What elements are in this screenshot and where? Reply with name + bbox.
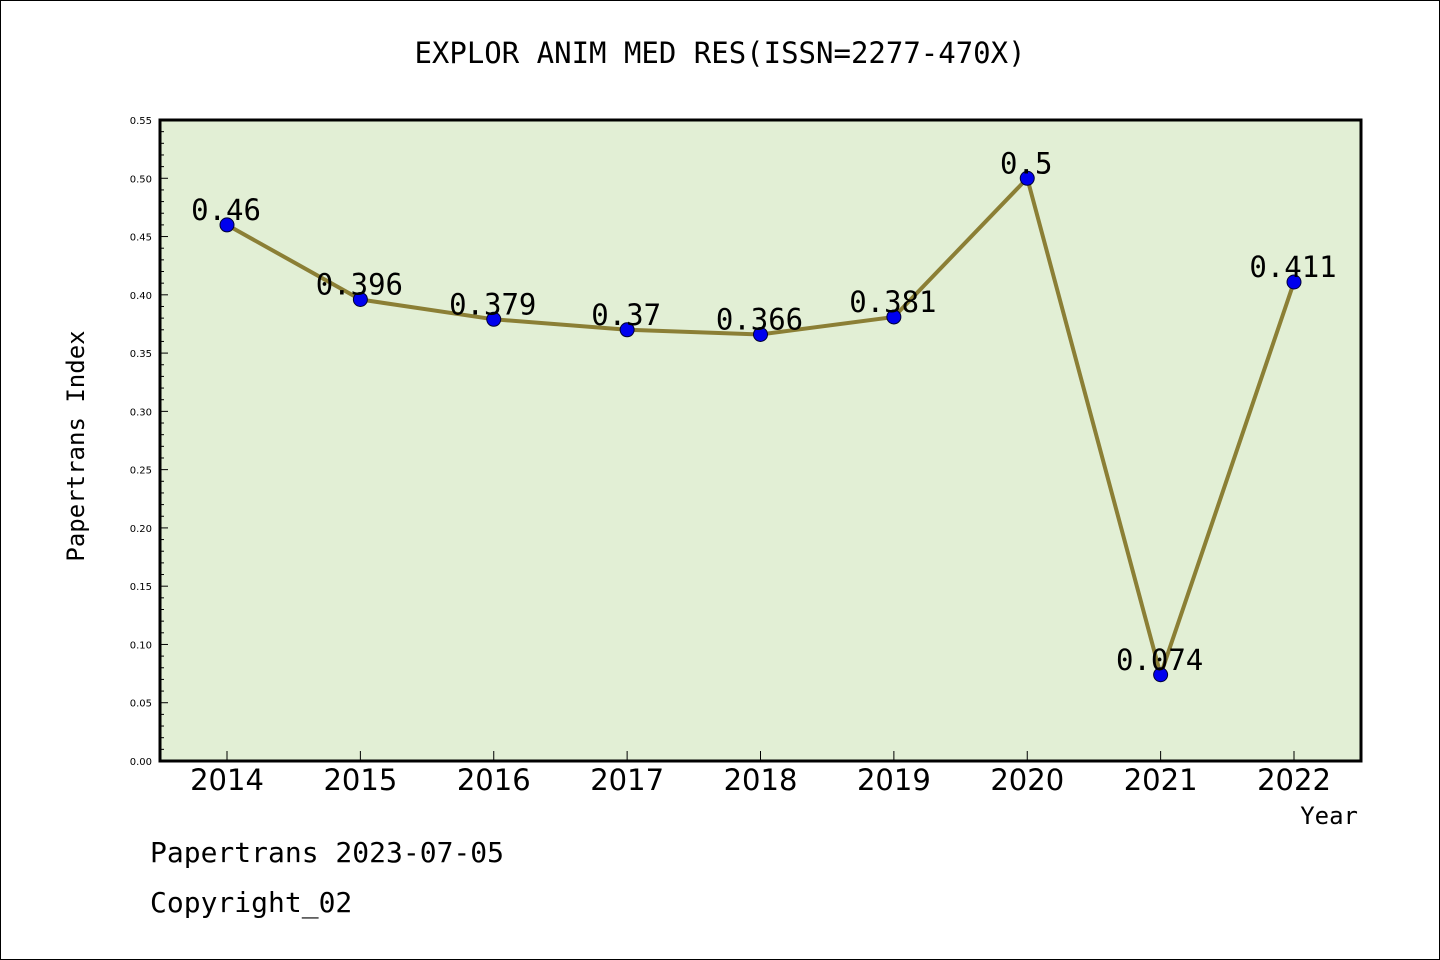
y-tick-label: 0.55 [130, 116, 152, 127]
data-point [1286, 274, 1302, 290]
y-tick-label: 0.50 [130, 174, 152, 185]
y-tick-label: 0.00 [130, 757, 152, 768]
y-tick-label: 0.45 [130, 233, 152, 244]
footer-date: Papertrans 2023-07-05 [150, 836, 505, 869]
data-label: 0.396 [316, 267, 403, 301]
y-tick-label: 0.35 [130, 349, 152, 360]
data-label: 0.379 [449, 287, 536, 321]
data-label: 0.411 [1249, 250, 1336, 284]
x-tick-label: 2017 [590, 763, 664, 797]
x-tick-label: 2014 [190, 763, 264, 797]
data-point [486, 311, 502, 327]
plot-border [158, 118, 1363, 763]
data-label: 0.074 [1116, 643, 1203, 677]
data-point [886, 309, 902, 325]
y-tick-label: 0.20 [130, 524, 152, 535]
data-labels: 0.46 0.396 0.379 0.37 0.366 0.381 0.5 0.074 0.41… [191, 146, 1337, 676]
footer-copyright: Copyright_02 [150, 886, 353, 919]
data-label: 0.366 [716, 302, 803, 336]
x-tick-label: 2021 [1124, 763, 1198, 797]
data-point [753, 326, 768, 342]
data-point [1153, 667, 1169, 683]
data-label: 0.46 [191, 193, 261, 227]
y-axis: 0.00 0.05 0.10 0.15 0.20 0.25 0.30 0.35 0.40 0.45… [130, 116, 168, 768]
plot-area [160, 120, 1361, 761]
data-point [619, 322, 635, 338]
data-point [219, 217, 235, 233]
chart-title: EXPLOR ANIM MED RES(ISSN=2277-470X) [414, 36, 1026, 70]
data-label: 0.37 [591, 298, 661, 332]
x-tick-label: 2019 [857, 763, 931, 797]
data-label: 0.5 [1000, 146, 1052, 180]
y-tick-label: 0.40 [130, 291, 152, 302]
x-tick-label: 2016 [457, 763, 531, 797]
data-point [1019, 170, 1035, 186]
y-tick-label: 0.30 [130, 407, 152, 418]
series-points [219, 170, 1302, 683]
data-label: 0.381 [849, 285, 936, 319]
y-tick-label: 0.10 [130, 640, 152, 651]
y-tick-label: 0.15 [130, 582, 152, 593]
y-tick-label: 0.25 [130, 466, 152, 477]
x-tick-label: 2022 [1257, 763, 1331, 797]
data-point [352, 291, 368, 307]
x-axis-label: Year [1300, 802, 1358, 830]
x-tick-label: 2018 [724, 763, 798, 797]
x-tick-label: 2015 [323, 763, 397, 797]
x-axis: 2014 2015 2016 2017 2018 2019 2020 2021 2022 [190, 751, 1331, 797]
x-tick-label: 2020 [990, 763, 1064, 797]
y-tick-label: 0.05 [130, 699, 152, 710]
